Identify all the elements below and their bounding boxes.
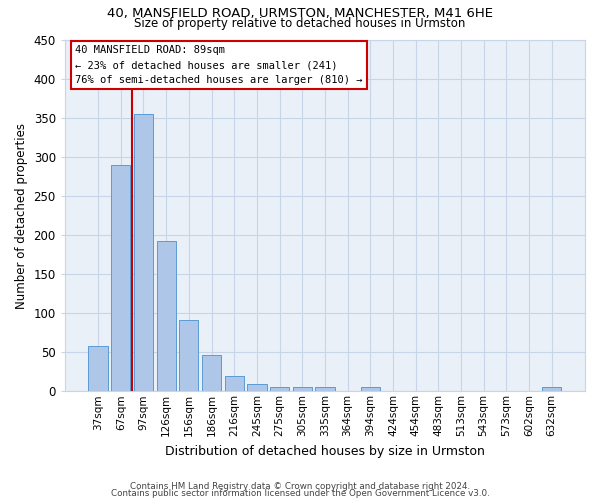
Bar — [293, 388, 312, 392]
Bar — [202, 356, 221, 392]
Bar — [88, 346, 108, 392]
Bar — [134, 114, 153, 392]
X-axis label: Distribution of detached houses by size in Urmston: Distribution of detached houses by size … — [165, 444, 485, 458]
Text: Contains public sector information licensed under the Open Government Licence v3: Contains public sector information licen… — [110, 490, 490, 498]
Bar — [179, 320, 199, 392]
Text: Size of property relative to detached houses in Urmston: Size of property relative to detached ho… — [134, 16, 466, 30]
Bar — [315, 388, 335, 392]
Bar — [111, 165, 130, 392]
Y-axis label: Number of detached properties: Number of detached properties — [15, 122, 28, 308]
Bar — [542, 388, 562, 392]
Text: 40, MANSFIELD ROAD, URMSTON, MANCHESTER, M41 6HE: 40, MANSFIELD ROAD, URMSTON, MANCHESTER,… — [107, 8, 493, 20]
Bar — [157, 240, 176, 392]
Bar — [270, 388, 289, 392]
Text: 40 MANSFIELD ROAD: 89sqm
← 23% of detached houses are smaller (241)
76% of semi-: 40 MANSFIELD ROAD: 89sqm ← 23% of detach… — [75, 46, 363, 85]
Bar — [224, 376, 244, 392]
Bar — [247, 384, 266, 392]
Text: Contains HM Land Registry data © Crown copyright and database right 2024.: Contains HM Land Registry data © Crown c… — [130, 482, 470, 491]
Bar — [361, 388, 380, 392]
